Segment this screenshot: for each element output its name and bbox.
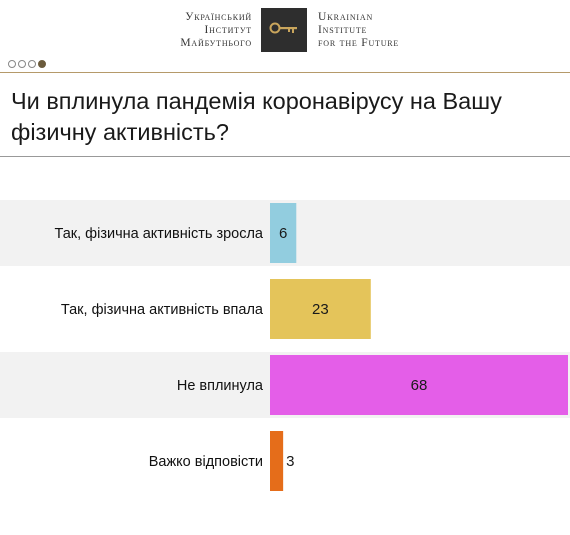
key-icon — [269, 22, 297, 34]
org-name-en-line: for the Future — [318, 37, 400, 49]
header: Український Інститут Майбутнього Ukraini… — [0, 0, 570, 72]
pagination-dots — [8, 60, 48, 68]
value-label: 68 — [411, 377, 428, 394]
pagination-dot[interactable] — [28, 60, 36, 68]
logo[interactable] — [261, 8, 307, 52]
pagination-dot[interactable] — [8, 60, 16, 68]
bar[interactable] — [270, 355, 568, 415]
org-name-ua-line: Інститут — [204, 24, 252, 36]
org-name-en-line: Institute — [318, 24, 368, 36]
org-name-ua-line: Майбутнього — [180, 37, 252, 49]
question-title: Чи вплинула пандемія коронавірусу на Ваш… — [11, 88, 502, 145]
pagination-dot[interactable] — [38, 60, 46, 68]
title-divider — [0, 156, 570, 157]
org-name-en-line: Ukrainian — [318, 11, 374, 23]
pagination-dot[interactable] — [18, 60, 26, 68]
category-label: Важко відповісти — [149, 454, 263, 470]
value-label: 6 — [279, 225, 287, 242]
org-name-english: Ukrainian Institute for the Future — [318, 11, 399, 50]
category-label: Так, фізична активність зросла — [55, 226, 264, 242]
bar[interactable] — [270, 203, 297, 263]
category-label: Не вплинула — [177, 378, 264, 394]
value-label: 23 — [312, 301, 329, 318]
org-name-ukrainian: Український Інститут Майбутнього — [180, 11, 252, 50]
header-divider — [0, 72, 570, 73]
value-label: 3 — [286, 453, 294, 470]
bar-chart: Так, фізична активність зросла 6 Так, фізи… — [0, 200, 570, 491]
bar[interactable] — [270, 431, 284, 491]
category-label: Так, фізична активність впала — [61, 302, 264, 318]
bar[interactable] — [270, 279, 371, 339]
org-name-ua-line: Український — [185, 11, 252, 23]
